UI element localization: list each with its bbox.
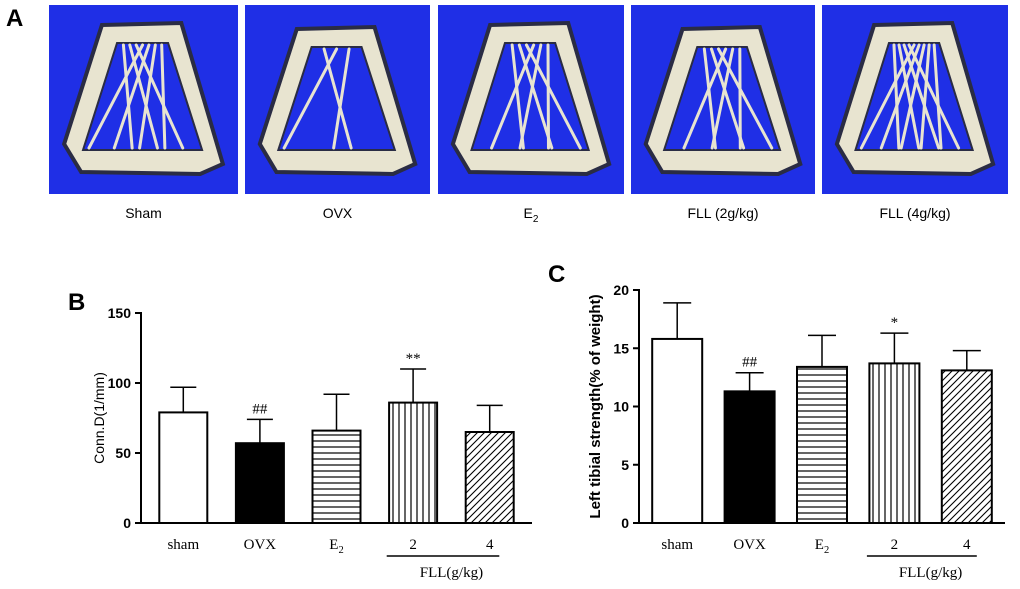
- ct-caption: FLL (4g/kg): [879, 205, 950, 221]
- ct-image-tile: [245, 5, 430, 194]
- bar: [796, 365, 848, 525]
- y-tick-label: 10: [613, 399, 629, 415]
- ct-image-tile: [631, 5, 815, 194]
- ct-image-tile: [49, 5, 238, 194]
- bar: [464, 431, 515, 524]
- bar: [868, 362, 921, 524]
- y-tick-label: 150: [108, 305, 132, 321]
- y-tick-label: 50: [115, 445, 131, 461]
- significance-mark: *: [891, 315, 899, 331]
- y-axis-label: Left tibial strength(% of weight): [587, 294, 604, 518]
- ct-caption: E2: [524, 205, 539, 225]
- panel-c-letter: C: [548, 261, 565, 288]
- y-tick-label: 0: [123, 515, 131, 531]
- x-tick-label: E2: [815, 537, 829, 556]
- bar: [158, 411, 209, 524]
- y-tick-label: 100: [108, 375, 132, 391]
- y-tick-label: 15: [613, 340, 629, 356]
- x-tick-label: 4: [963, 537, 971, 553]
- ct-image-strip: [49, 5, 1008, 194]
- x-tick-label: 4: [486, 537, 494, 553]
- panel-a-letter: A: [6, 5, 23, 32]
- x-tick-label: OVX: [733, 537, 766, 553]
- ct-caption: FLL (2g/kg): [687, 205, 758, 221]
- chart-tibial-strength: 0 5 10 15 20 Left tibial strength(% of weight…: [587, 282, 1005, 581]
- group-label: FLL(g/kg): [420, 565, 483, 581]
- chart-conn-d: 0 50 100 150 Conn.D(1/mm) sham ## OVX E2 ** 2 4FLL(…: [91, 305, 532, 581]
- significance-mark: **: [406, 351, 421, 367]
- significance-mark: ##: [252, 401, 268, 417]
- x-tick-label: 2: [409, 537, 417, 553]
- bar: [940, 369, 993, 525]
- group-label: FLL(g/kg): [899, 565, 962, 581]
- y-tick-label: 20: [613, 282, 629, 298]
- y-tick-label: 0: [621, 515, 629, 531]
- ct-image-tile: [438, 5, 624, 194]
- y-axis-label: Conn.D(1/mm): [91, 372, 107, 464]
- x-tick-label: sham: [661, 537, 693, 553]
- bar: [388, 401, 439, 525]
- ct-captions: Sham OVX E2 FLL (2g/kg) FLL (4g/kg): [125, 205, 950, 225]
- significance-mark: ##: [742, 355, 758, 371]
- x-tick-label: OVX: [244, 537, 277, 553]
- x-tick-label: 2: [891, 537, 899, 553]
- y-tick-label: 5: [621, 457, 629, 473]
- ct-image-tile: [822, 5, 1008, 194]
- panel-b-letter: B: [68, 289, 85, 316]
- ct-caption: Sham: [125, 205, 162, 221]
- ct-caption: OVX: [323, 205, 353, 221]
- x-tick-label: E2: [329, 537, 343, 556]
- bar: [651, 337, 704, 524]
- bar: [234, 442, 285, 525]
- bar: [723, 390, 776, 525]
- x-tick-label: sham: [167, 537, 199, 553]
- bar: [311, 429, 362, 525]
